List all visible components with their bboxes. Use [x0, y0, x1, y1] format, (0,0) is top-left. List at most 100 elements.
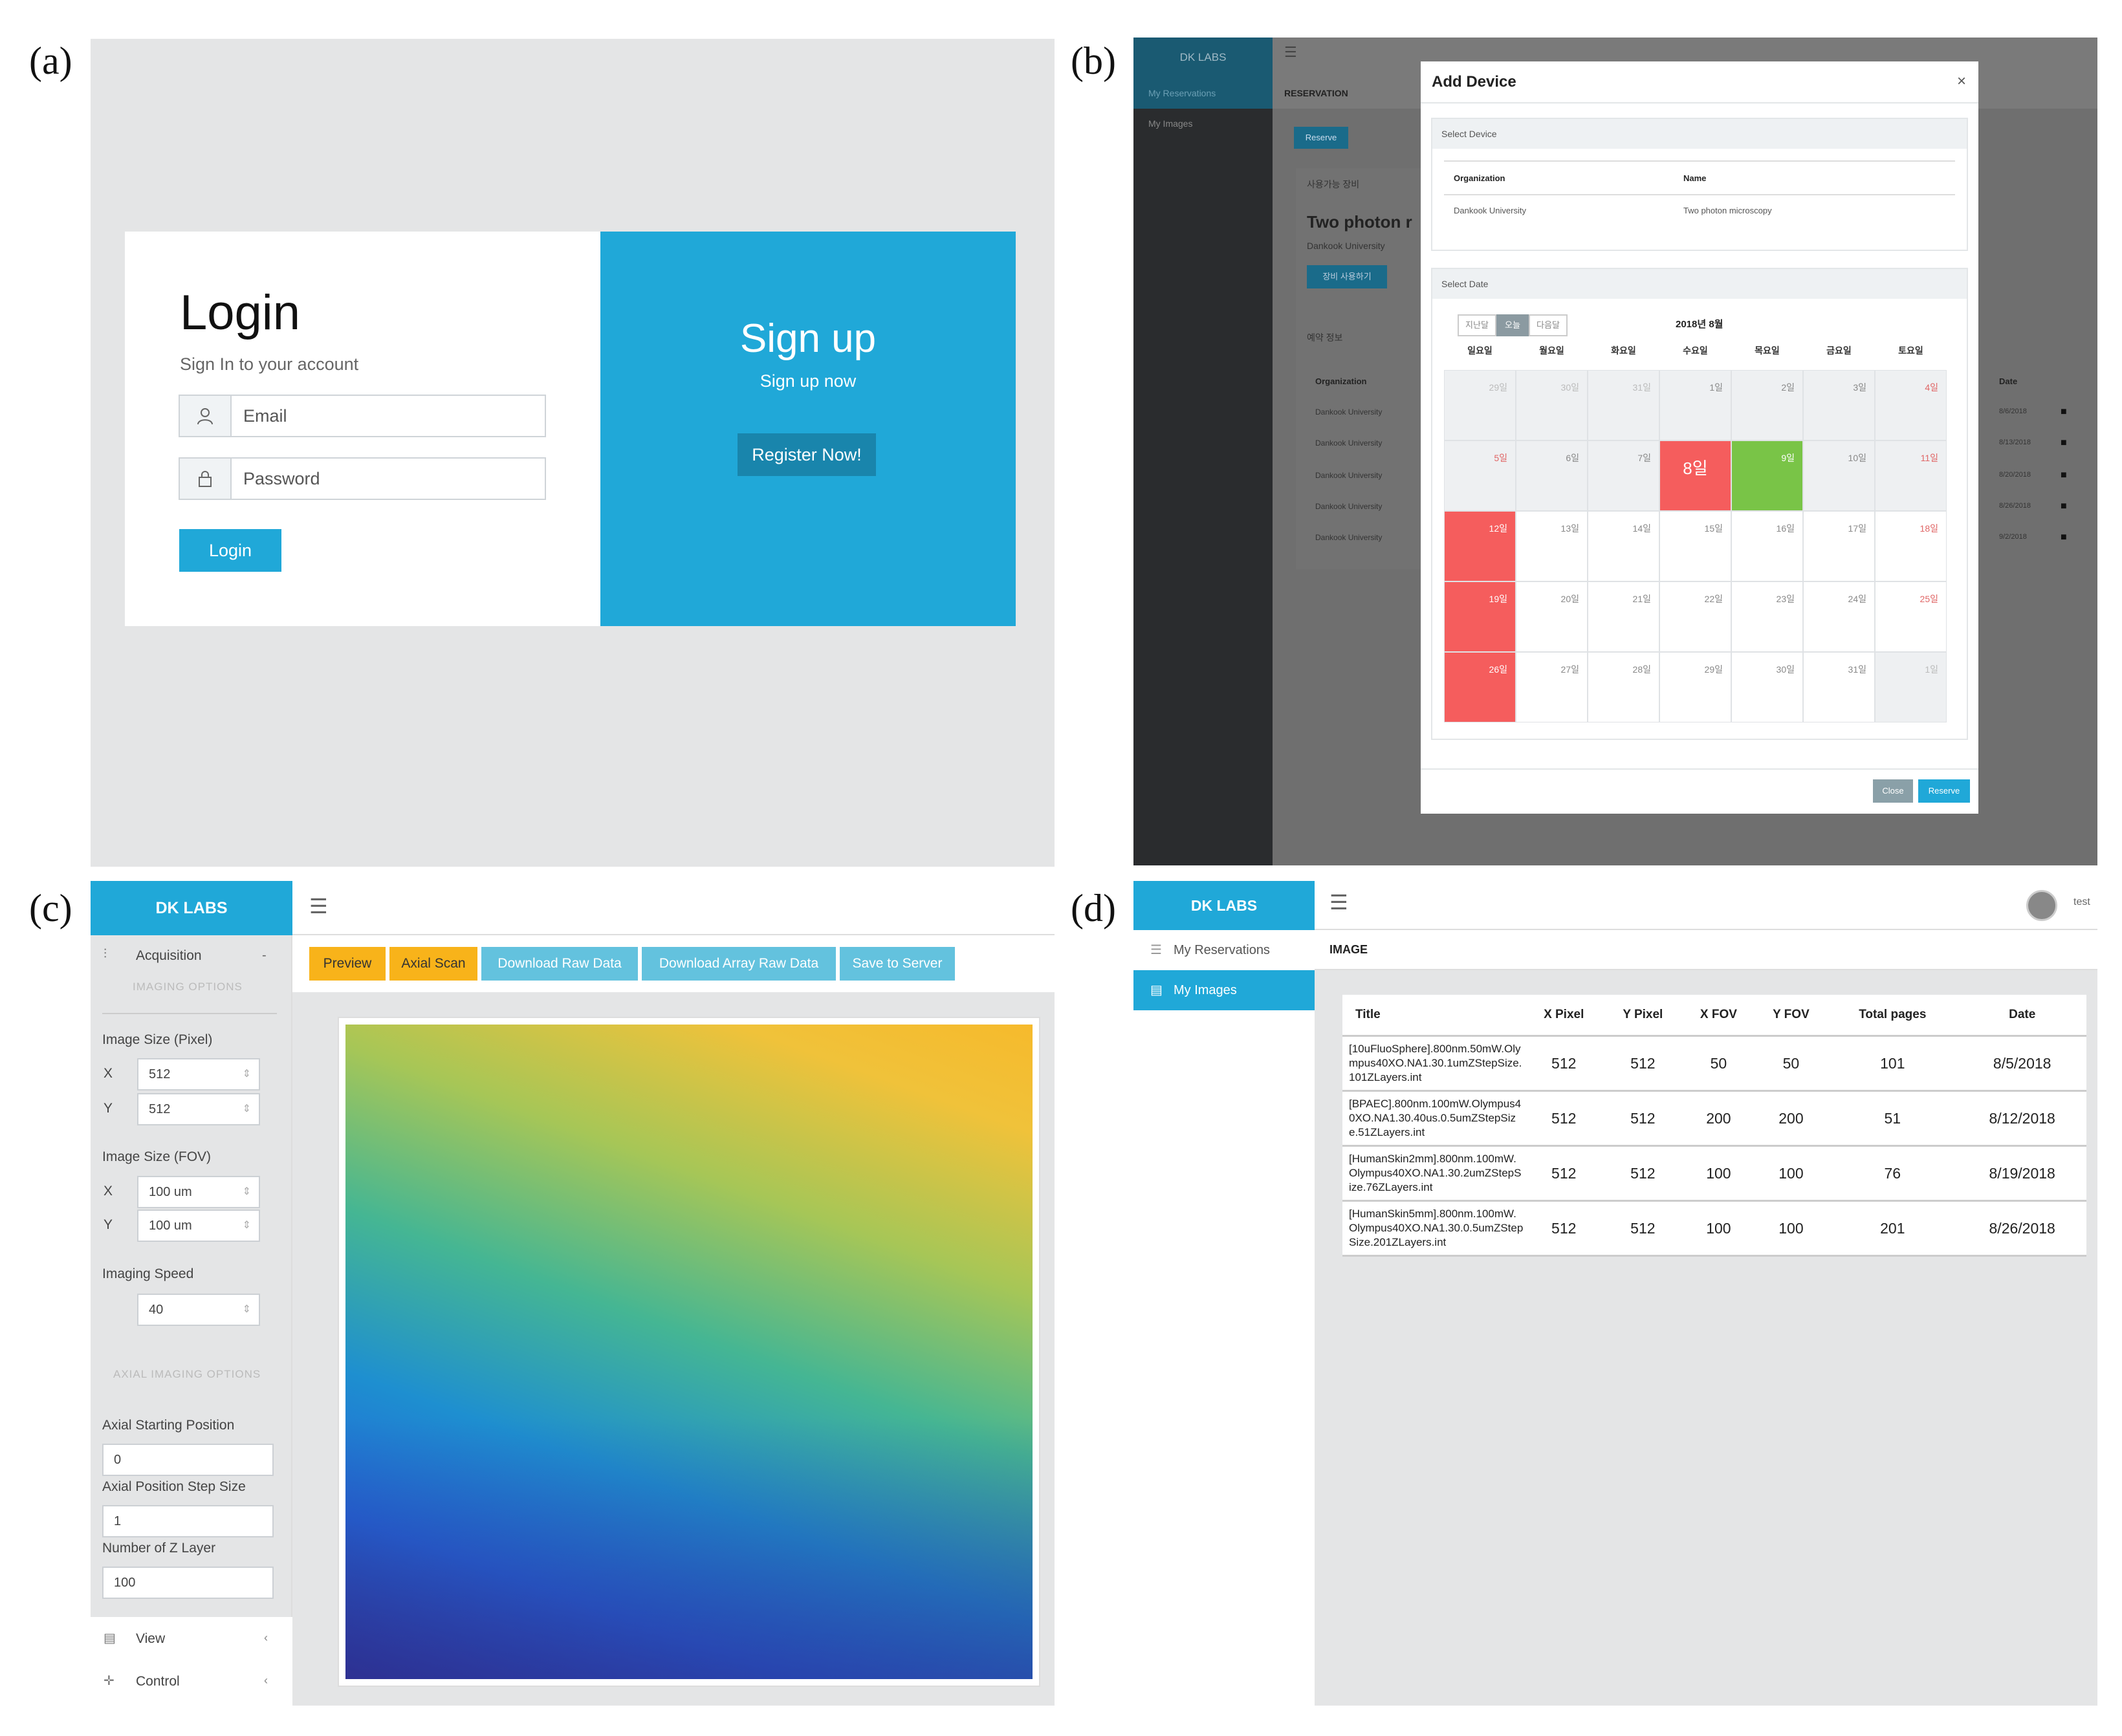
- menu-icon[interactable]: ☰: [1329, 891, 1348, 914]
- close-icon[interactable]: ×: [1957, 72, 1967, 90]
- calendar-day[interactable]: 26일: [1444, 652, 1516, 722]
- email-field[interactable]: Email: [179, 395, 546, 437]
- table-row[interactable]: [HumanSkin5mm].800nm.100mW.Olympus40XO.N…: [1342, 1200, 2086, 1257]
- spinner-icon[interactable]: ⇕: [242, 1304, 251, 1315]
- spinner-icon[interactable]: ⇕: [242, 1069, 251, 1080]
- table-row[interactable]: [HumanSkin2mm].800nm.100mW.Olympus40XO.N…: [1342, 1145, 2086, 1202]
- trash-icon[interactable]: ■: [2061, 437, 2067, 448]
- calendar-day[interactable]: 16일: [1731, 511, 1803, 581]
- sidebar-item-my-reservations[interactable]: My Reservations: [1148, 88, 1216, 98]
- calendar-day[interactable]: 3일: [1803, 370, 1875, 440]
- axial-scan-button[interactable]: Axial Scan: [389, 947, 477, 981]
- use-device-button[interactable]: 장비 사용하기: [1307, 265, 1387, 288]
- sidebar-item-acquisition[interactable]: Acquisition: [136, 948, 202, 963]
- z-layers-input[interactable]: 100: [102, 1567, 274, 1599]
- pixel-y-axis: Y: [104, 1101, 113, 1116]
- calendar-day[interactable]: 9일: [1731, 440, 1803, 511]
- calendar-day[interactable]: 21일: [1588, 581, 1659, 652]
- table-row[interactable]: [BPAEC].800nm.100mW.Olympus40XO.NA1.30.4…: [1342, 1090, 2086, 1147]
- calendar-day[interactable]: 17일: [1803, 511, 1875, 581]
- avatar[interactable]: [2026, 890, 2057, 921]
- sidebar-item-view[interactable]: View: [136, 1631, 166, 1646]
- calendar-day[interactable]: 11일: [1875, 440, 1947, 511]
- close-button[interactable]: Close: [1873, 779, 1913, 803]
- pixel-x-input[interactable]: 512 ⇕: [137, 1058, 260, 1090]
- download-array-raw-data-button[interactable]: Download Array Raw Data: [642, 947, 836, 981]
- login-button[interactable]: Login: [179, 529, 281, 572]
- collapse-icon[interactable]: -: [262, 948, 267, 962]
- calendar-day[interactable]: 24일: [1803, 581, 1875, 652]
- trash-icon[interactable]: ■: [2061, 470, 2067, 481]
- brand-logo: DK LABS: [1133, 38, 1273, 109]
- cell-title[interactable]: [BPAEC].800nm.100mW.Olympus40XO.NA1.30.4…: [1342, 1090, 1524, 1147]
- password-field[interactable]: Password: [179, 457, 546, 500]
- prev-month-button[interactable]: 지난달: [1458, 314, 1496, 336]
- calendar-day[interactable]: 4일: [1875, 370, 1947, 440]
- calendar-day[interactable]: 20일: [1516, 581, 1588, 652]
- calendar-day[interactable]: 28일: [1588, 652, 1659, 722]
- calendar-day[interactable]: 10일: [1803, 440, 1875, 511]
- calendar-day[interactable]: 30일: [1731, 652, 1803, 722]
- calendar-day[interactable]: 5일: [1444, 440, 1516, 511]
- calendar-day[interactable]: 6일: [1516, 440, 1588, 511]
- trash-icon[interactable]: ■: [2061, 406, 2067, 417]
- register-now-button[interactable]: Register Now!: [738, 433, 876, 476]
- calendar-day[interactable]: 31일: [1803, 652, 1875, 722]
- cell-x-pixel: 512: [1524, 1200, 1604, 1257]
- menu-icon[interactable]: ☰: [1284, 44, 1297, 60]
- calendar-day[interactable]: 25일: [1875, 581, 1947, 652]
- download-raw-data-button[interactable]: Download Raw Data: [481, 947, 638, 981]
- select-device-heading: Select Device: [1432, 119, 1967, 149]
- pixel-y-input[interactable]: 512 ⇕: [137, 1093, 260, 1125]
- calendar-day[interactable]: 30일: [1516, 370, 1588, 440]
- preview-button[interactable]: Preview: [309, 947, 386, 981]
- calendar-day[interactable]: 31일: [1588, 370, 1659, 440]
- calendar-day[interactable]: 13일: [1516, 511, 1588, 581]
- calendar-day[interactable]: 1일: [1659, 370, 1731, 440]
- user-name[interactable]: test: [2073, 896, 2090, 907]
- calendar-day[interactable]: 14일: [1588, 511, 1659, 581]
- axial-start-input[interactable]: 0: [102, 1444, 274, 1476]
- sidebar-item-my-images[interactable]: My Images: [1148, 118, 1193, 129]
- spinner-icon[interactable]: ⇕: [242, 1220, 251, 1231]
- reserve-button[interactable]: Reserve: [1918, 779, 1970, 803]
- calendar-day[interactable]: 19일: [1444, 581, 1516, 652]
- cell-title[interactable]: [HumanSkin2mm].800nm.100mW.Olympus40XO.N…: [1342, 1145, 1524, 1202]
- menu-icon[interactable]: ☰: [309, 895, 328, 918]
- sidebar-item-my-images[interactable]: ▤ My Images: [1133, 970, 1315, 1010]
- trash-icon[interactable]: ■: [2061, 532, 2067, 543]
- calendar-day[interactable]: 7일: [1588, 440, 1659, 511]
- fov-y-input[interactable]: 100 um ⇕: [137, 1210, 260, 1242]
- spinner-icon[interactable]: ⇕: [242, 1186, 251, 1197]
- table-row[interactable]: [10uFluoSphere].800nm.50mW.Olympus40XO.N…: [1342, 1036, 2086, 1092]
- sidebar-item-my-reservations[interactable]: ☰ My Reservations: [1133, 930, 1315, 970]
- device-row-name[interactable]: Two photon microscopy: [1683, 206, 1772, 215]
- chevron-left-icon[interactable]: ‹: [264, 1674, 268, 1687]
- save-to-server-button[interactable]: Save to Server: [840, 947, 955, 981]
- calendar-day[interactable]: 23일: [1731, 581, 1803, 652]
- axial-step-input[interactable]: 1: [102, 1505, 274, 1537]
- cell-title[interactable]: [HumanSkin5mm].800nm.100mW.Olympus40XO.N…: [1342, 1200, 1524, 1257]
- device-row-org[interactable]: Dankook University: [1454, 206, 1526, 215]
- trash-icon[interactable]: ■: [2061, 501, 2067, 512]
- today-button[interactable]: 오늘: [1496, 314, 1529, 336]
- calendar-day[interactable]: 18일: [1875, 511, 1947, 581]
- calendar-day[interactable]: 29일: [1444, 370, 1516, 440]
- spinner-icon[interactable]: ⇕: [242, 1103, 251, 1114]
- reserve-button-bg[interactable]: Reserve: [1294, 127, 1348, 149]
- calendar-day[interactable]: 29일: [1659, 652, 1731, 722]
- calendar-day[interactable]: 27일: [1516, 652, 1588, 722]
- imaging-speed-input[interactable]: 40 ⇕: [137, 1294, 260, 1326]
- fov-x-input[interactable]: 100 um ⇕: [137, 1176, 260, 1208]
- sidebar-item-control[interactable]: Control: [136, 1674, 180, 1689]
- next-month-button[interactable]: 다음달: [1529, 314, 1568, 336]
- calendar-day[interactable]: 22일: [1659, 581, 1731, 652]
- calendar-day[interactable]: 12일: [1444, 511, 1516, 581]
- calendar-day[interactable]: 8일: [1659, 440, 1731, 511]
- calendar-day[interactable]: 15일: [1659, 511, 1731, 581]
- cell-title[interactable]: [10uFluoSphere].800nm.50mW.Olympus40XO.N…: [1342, 1036, 1524, 1092]
- cell-pages: 201: [1827, 1200, 1958, 1257]
- chevron-left-icon[interactable]: ‹: [264, 1631, 268, 1644]
- calendar-day[interactable]: 1일: [1875, 652, 1947, 722]
- calendar-day[interactable]: 2일: [1731, 370, 1803, 440]
